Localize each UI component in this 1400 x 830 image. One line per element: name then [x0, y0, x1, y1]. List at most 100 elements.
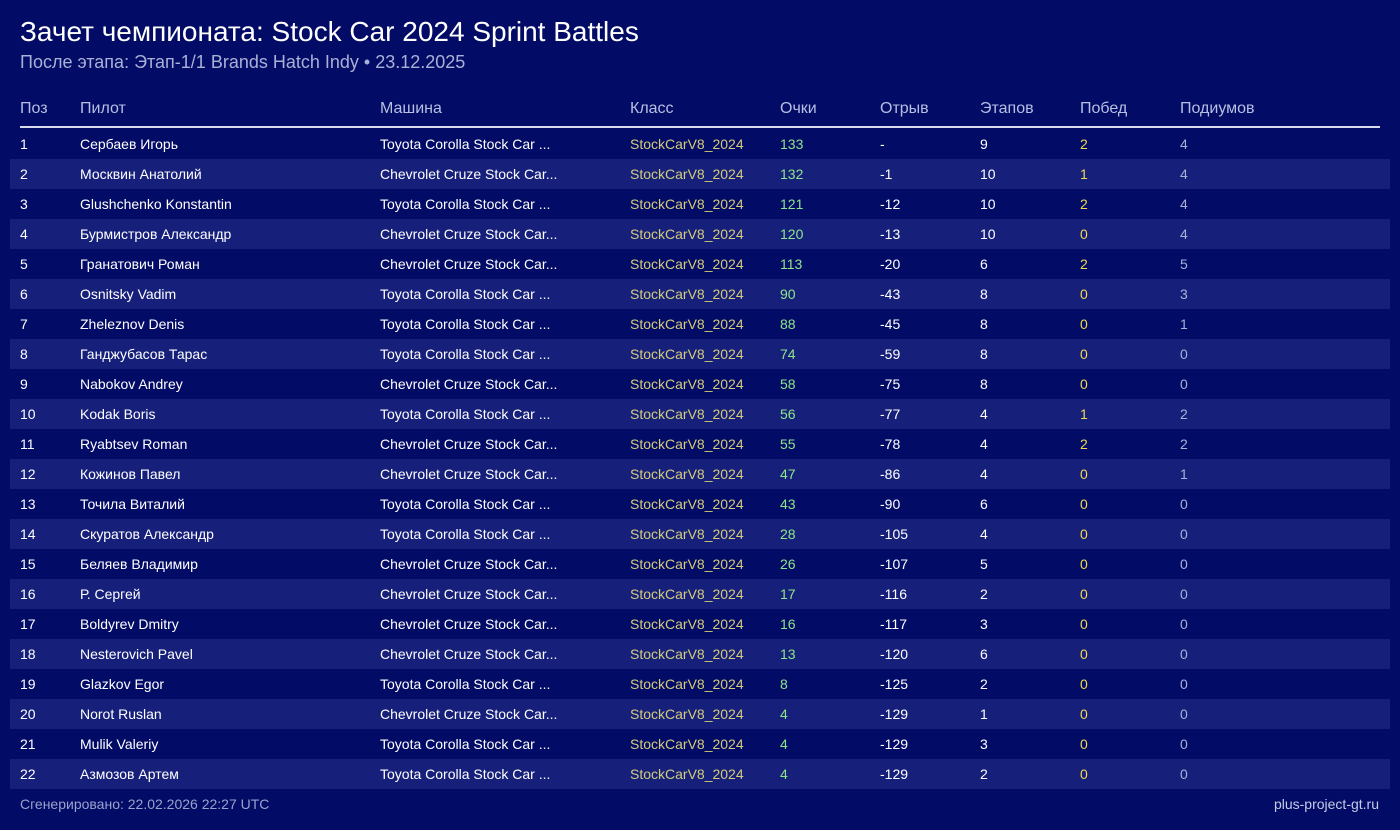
cell-rounds: 10: [980, 196, 996, 212]
cell-points: 88: [780, 316, 796, 332]
cell-points: 121: [780, 196, 804, 212]
cell-podiums: 0: [1180, 766, 1188, 782]
cell-points: 4: [780, 766, 788, 782]
cell-car: Toyota Corolla Stock Car ...: [380, 736, 551, 752]
table-row: 2 Москвин Анатолий Chevrolet Cruze Stock C…: [10, 159, 1390, 189]
cell-rounds: 8: [980, 286, 988, 302]
cell-gap: -77: [880, 406, 901, 422]
cell-position: 2: [20, 166, 28, 182]
cell-class: StockCarV8_2024: [630, 586, 744, 602]
table-row: 7 Zheleznov Denis Toyota Corolla Stock Car…: [10, 309, 1390, 339]
table-row: 12 Кожинов Павел Chevrolet Cruze Stock Car…: [10, 459, 1390, 489]
column-header-podiums: Подиумов: [1180, 100, 1255, 117]
cell-car: Chevrolet Cruze Stock Car...: [380, 166, 558, 182]
cell-class: StockCarV8_2024: [630, 706, 744, 722]
column-header-position: Поз: [20, 100, 48, 117]
cell-podiums: 5: [1180, 256, 1188, 272]
cell-class: StockCarV8_2024: [630, 556, 744, 572]
cell-car: Chevrolet Cruze Stock Car...: [380, 706, 558, 722]
cell-gap: -86: [880, 466, 901, 482]
cell-points: 4: [780, 736, 788, 752]
cell-points: 47: [780, 466, 796, 482]
cell-wins: 0: [1080, 466, 1088, 482]
cell-position: 18: [20, 646, 36, 662]
site-link[interactable]: plus-project-gt.ru: [1273, 796, 1379, 812]
cell-driver: Glazkov Egor: [80, 676, 165, 692]
cell-rounds: 1: [980, 706, 988, 722]
cell-rounds: 8: [980, 376, 988, 392]
cell-class: StockCarV8_2024: [630, 346, 744, 362]
cell-class: StockCarV8_2024: [630, 496, 744, 512]
cell-rounds: 9: [980, 136, 988, 152]
cell-podiums: 0: [1180, 376, 1188, 392]
cell-driver: Точила Виталий: [80, 496, 185, 512]
cell-car: Chevrolet Cruze Stock Car...: [380, 616, 558, 632]
cell-driver: Nabokov Andrey: [80, 376, 183, 392]
cell-rounds: 8: [980, 346, 988, 362]
table-row: 15 Беляев Владимир Chevrolet Cruze Stock C…: [10, 549, 1390, 579]
cell-car: Toyota Corolla Stock Car ...: [380, 346, 551, 362]
cell-points: 17: [780, 586, 796, 602]
column-header-points: Очки: [780, 100, 817, 117]
cell-points: 8: [780, 676, 788, 692]
cell-class: StockCarV8_2024: [630, 166, 744, 182]
cell-driver: Kodak Boris: [80, 406, 156, 422]
cell-points: 74: [780, 346, 796, 362]
cell-class: StockCarV8_2024: [630, 646, 744, 662]
cell-wins: 1: [1080, 166, 1088, 182]
cell-driver: Кожинов Павел: [80, 466, 181, 482]
cell-rounds: 2: [980, 586, 988, 602]
cell-rounds: 3: [980, 616, 988, 632]
cell-gap: -12: [880, 196, 901, 212]
cell-wins: 2: [1080, 436, 1088, 452]
cell-car: Chevrolet Cruze Stock Car...: [380, 436, 558, 452]
cell-gap: -117: [880, 616, 907, 632]
cell-points: 58: [780, 376, 796, 392]
cell-class: StockCarV8_2024: [630, 256, 744, 272]
cell-podiums: 0: [1180, 736, 1188, 752]
cell-gap: -105: [880, 526, 909, 542]
column-header-driver: Пилот: [80, 100, 126, 117]
column-header-car: Машина: [380, 100, 442, 117]
table-row: 20 Norot Ruslan Chevrolet Cruze Stock Car.…: [10, 699, 1390, 729]
cell-car: Chevrolet Cruze Stock Car...: [380, 226, 558, 242]
cell-wins: 1: [1080, 406, 1088, 422]
cell-podiums: 0: [1180, 556, 1188, 572]
cell-points: 16: [780, 616, 796, 632]
column-header-class: Класс: [630, 100, 674, 117]
cell-car: Toyota Corolla Stock Car ...: [380, 196, 551, 212]
cell-points: 56: [780, 406, 796, 422]
cell-rounds: 5: [980, 556, 988, 572]
cell-position: 20: [20, 706, 36, 722]
cell-car: Chevrolet Cruze Stock Car...: [380, 556, 558, 572]
cell-gap: -129: [880, 736, 909, 752]
cell-gap: -120: [880, 646, 909, 662]
table-row: 1 Сербаев Игорь Toyota Corolla Stock Car .…: [10, 129, 1390, 159]
table-row: 5 Гранатович Роман Chevrolet Cruze Stock C…: [10, 249, 1390, 279]
cell-class: StockCarV8_2024: [630, 616, 744, 632]
cell-wins: 0: [1080, 286, 1088, 302]
cell-gap: -129: [880, 706, 909, 722]
cell-rounds: 10: [980, 166, 996, 182]
cell-wins: 2: [1080, 196, 1088, 212]
table-row: 21 Mulik Valeriy Toyota Corolla Stock Car …: [10, 729, 1390, 759]
cell-rounds: 6: [980, 496, 988, 512]
cell-podiums: 0: [1180, 526, 1188, 542]
cell-driver: Р. Сергей: [80, 586, 141, 602]
cell-podiums: 0: [1180, 646, 1188, 662]
cell-car: Toyota Corolla Stock Car ...: [380, 526, 551, 542]
cell-wins: 2: [1080, 136, 1088, 152]
cell-wins: 0: [1080, 226, 1088, 242]
cell-class: StockCarV8_2024: [630, 766, 744, 782]
cell-position: 19: [20, 676, 36, 692]
cell-position: 1: [20, 136, 28, 152]
cell-rounds: 4: [980, 466, 988, 482]
cell-driver: Norot Ruslan: [80, 706, 162, 722]
table-row: 3 Glushchenko Konstantin Toyota Corolla St…: [10, 189, 1390, 219]
cell-gap: -129: [880, 766, 909, 782]
table-row: 13 Точила Виталий Toyota Corolla Stock Car…: [10, 489, 1390, 519]
cell-rounds: 6: [980, 646, 988, 662]
cell-rounds: 4: [980, 526, 988, 542]
cell-position: 15: [20, 556, 36, 572]
table-row: 19 Glazkov Egor Toyota Corolla Stock Car .…: [10, 669, 1390, 699]
